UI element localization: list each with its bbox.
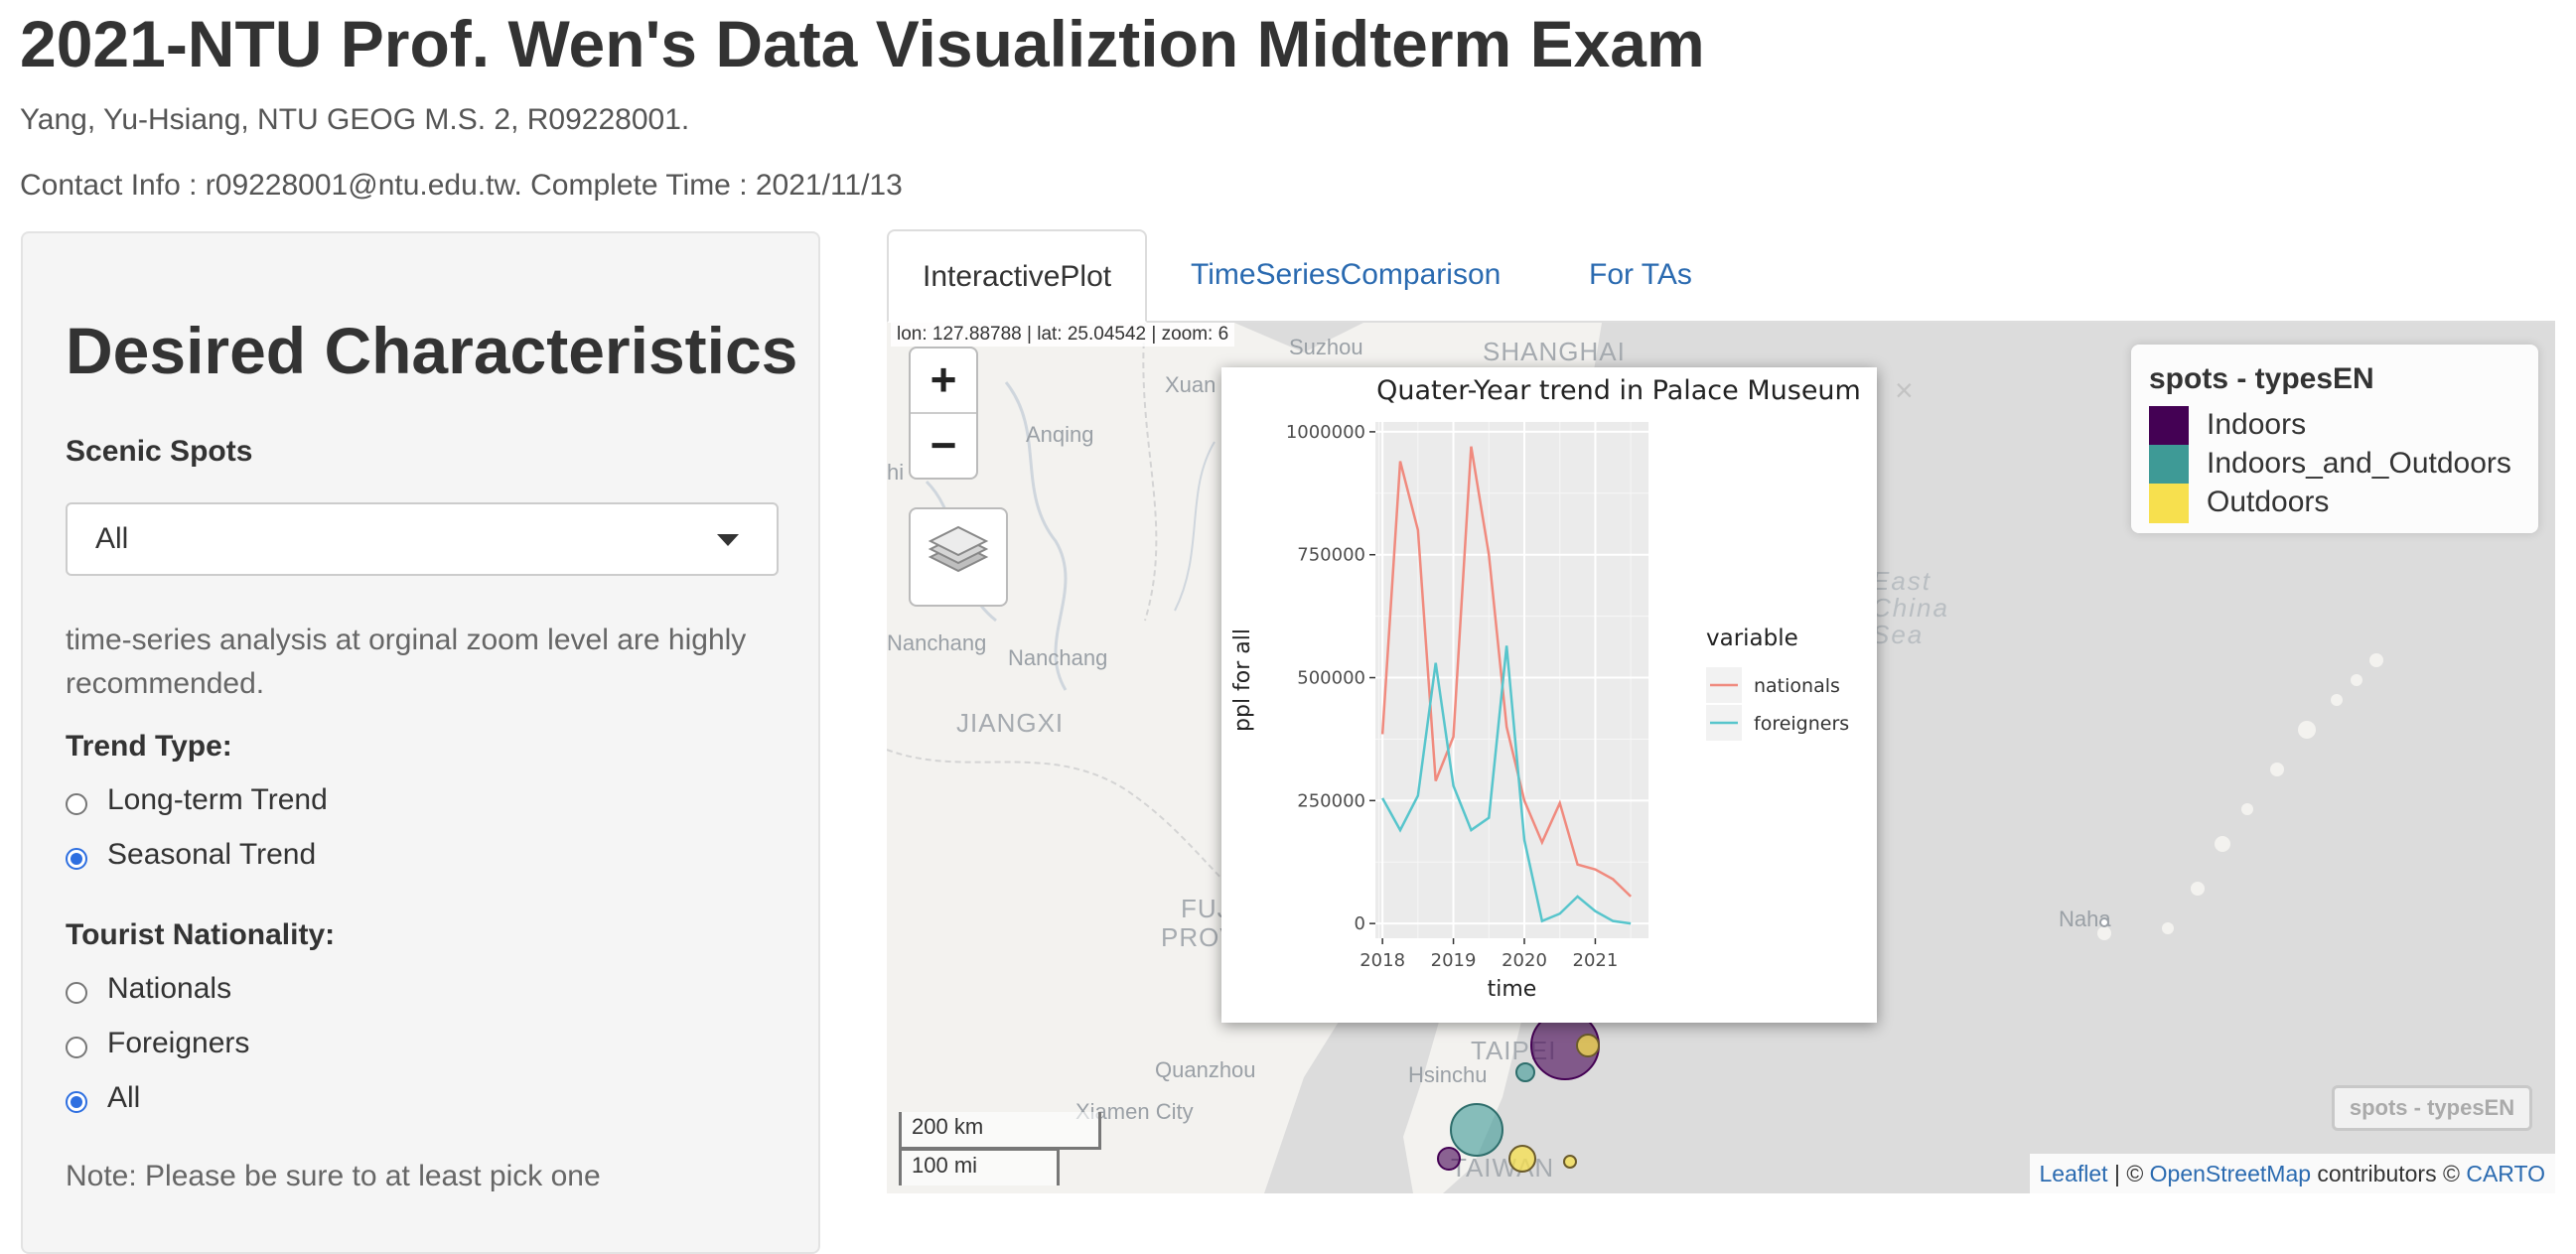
tab-time-series-comparison[interactable]: TimeSeriesComparison — [1191, 258, 1502, 291]
map-label-east: East — [1872, 566, 1932, 596]
tab-bar: InteractivePlot TimeSeriesComparison For… — [887, 229, 2555, 323]
map-attribution: Leaflet | © OpenStreetMap contributors ©… — [2029, 1154, 2555, 1193]
chart-legend-title: variable — [1706, 626, 1798, 651]
scenic-spots-select[interactable]: All — [66, 502, 779, 576]
sidebar-heading: Desired Characteristics — [66, 314, 798, 387]
map-legend: spots - typesEN Indoors Indoors_and_Outd… — [2131, 345, 2538, 533]
legend-label: Indoors — [2207, 408, 2307, 441]
zoom-out-button[interactable]: − — [930, 419, 957, 471]
trend-chart: 0 250000 500000 750000 1000000 2018 2019 2020 20… — [1230, 375, 1861, 1002]
layers-control[interactable] — [909, 507, 1008, 607]
x-tick-label: 2020 — [1502, 950, 1547, 971]
y-tick-label: 500000 — [1297, 668, 1365, 689]
page-title: 2021-NTU Prof. Wen's Data Visualiztion M… — [20, 7, 1705, 80]
map-label-china: China — [1872, 593, 1949, 623]
tab-for-tas[interactable]: For TAs — [1589, 258, 1692, 291]
help-text: time-series analysis at orginal zoom lev… — [66, 624, 747, 700]
x-tick-label: 2018 — [1360, 950, 1405, 971]
x-axis-label: time — [1488, 977, 1537, 1002]
scenic-spots-value: All — [95, 522, 129, 555]
scale-mi: 100 mi — [899, 1148, 1060, 1185]
radio-button[interactable] — [66, 1091, 87, 1113]
y-axis-label: ppl for all — [1230, 628, 1255, 732]
author-line: Yang, Yu-Hsiang, NTU GEOG M.S. 2, R09228… — [20, 103, 690, 136]
map-label-taiwan: TAIWAN — [1451, 1153, 1555, 1183]
plot-panel — [1375, 422, 1648, 938]
map-label-xuan: Xuan — [1165, 372, 1216, 397]
attribution-separator: | © — [2107, 1161, 2150, 1186]
map-label-shanghai: SHANGHAI — [1483, 337, 1626, 366]
map-label-taipei: TAIPEI — [1471, 1036, 1557, 1065]
chart-popup: 0 250000 500000 750000 1000000 2018 2019 2020 20… — [1221, 367, 1877, 1023]
legend-swatch — [2149, 406, 2189, 446]
zoom-in-button[interactable]: + — [911, 348, 976, 414]
chart-title: Quater-Year trend in Palace Museum — [1376, 375, 1861, 406]
sidebar-panel: Desired Characteristics Scenic Spots All… — [21, 231, 820, 1254]
y-tick-label: 750000 — [1297, 545, 1365, 566]
radio-label: Foreigners — [107, 1027, 250, 1059]
map-label-sea: Sea — [1872, 620, 1925, 649]
map-label-quanzhou: Quanzhou — [1155, 1057, 1256, 1082]
radio-label: Seasonal Trend — [107, 838, 317, 871]
map-label-naha: Naha — [2059, 906, 2111, 931]
map-label-suzhou: Suzhou — [1289, 335, 1363, 359]
y-tick-label: 0 — [1355, 913, 1365, 934]
series-line-foreigners — [1381, 645, 1632, 925]
tourist-nationality-label: Tourist Nationality: — [66, 918, 336, 951]
trend-type-label: Trend Type: — [66, 730, 232, 763]
map-label-nanchang: Nanchang — [1008, 645, 1108, 670]
chart-legend-label: nationals — [1754, 675, 1840, 697]
zoom-control: + − — [909, 347, 978, 480]
radio-label: Nationals — [107, 972, 232, 1005]
tab-interactive-plot[interactable]: InteractivePlot — [887, 229, 1148, 323]
carto-link[interactable]: CARTO — [2466, 1161, 2545, 1186]
map-label-hsinchu: Hsinchu — [1408, 1062, 1488, 1087]
scenic-spots-label: Scenic Spots — [66, 435, 253, 468]
map-label-anqing: Anqing — [1026, 422, 1094, 447]
popup-close-icon[interactable]: × — [1895, 372, 1914, 408]
radio-button[interactable] — [66, 1037, 87, 1058]
coordinate-readout: lon: 127.88788 | lat: 25.04542 | zoom: 6 — [891, 323, 1235, 347]
map-label-nanchang-left: Nanchang — [887, 630, 987, 655]
x-tick-label: 2021 — [1573, 950, 1619, 971]
y-tick-label: 250000 — [1297, 790, 1365, 811]
radio-button[interactable] — [66, 982, 87, 1004]
legend-label: Outdoors — [2207, 486, 2330, 518]
radio-button[interactable] — [66, 793, 87, 815]
layers-icon — [928, 525, 989, 573]
map-label-jiangxi: JIANGXI — [956, 708, 1065, 738]
chart-legend-label: foreigners — [1754, 713, 1849, 735]
series-line-nationals — [1380, 446, 1633, 898]
y-tick-label: 1000000 — [1286, 422, 1365, 443]
x-tick-label: 2019 — [1431, 950, 1477, 971]
legend-title: spots - typesEN — [2149, 362, 2374, 395]
leaflet-link[interactable]: Leaflet — [2039, 1161, 2108, 1186]
legend-swatch — [2149, 484, 2189, 523]
scale-km: 200 km — [899, 1112, 1101, 1150]
legend-swatch — [2149, 445, 2189, 485]
legend-label: Indoors_and_Outdoors — [2207, 447, 2511, 480]
contact-line: Contact Info : r09228001@ntu.edu.tw. Com… — [20, 169, 903, 202]
leaflet-map[interactable]: Suzhou SHANGHAI Xuan Anqing hi Nanchang … — [887, 323, 2555, 1193]
attribution-text: contributors © — [2311, 1161, 2467, 1186]
radio-label: Long-term Trend — [107, 783, 328, 816]
legend-toggle-button[interactable]: spots - typesEN — [2332, 1085, 2532, 1131]
radio-label: All — [107, 1081, 141, 1114]
map-label-hi: hi — [887, 460, 905, 485]
note-text: Note: Please be sure to at least pick on… — [66, 1160, 601, 1192]
openstreetmap-link[interactable]: OpenStreetMap — [2149, 1161, 2312, 1186]
caret-down-icon — [717, 534, 739, 546]
radio-button[interactable] — [66, 848, 87, 870]
